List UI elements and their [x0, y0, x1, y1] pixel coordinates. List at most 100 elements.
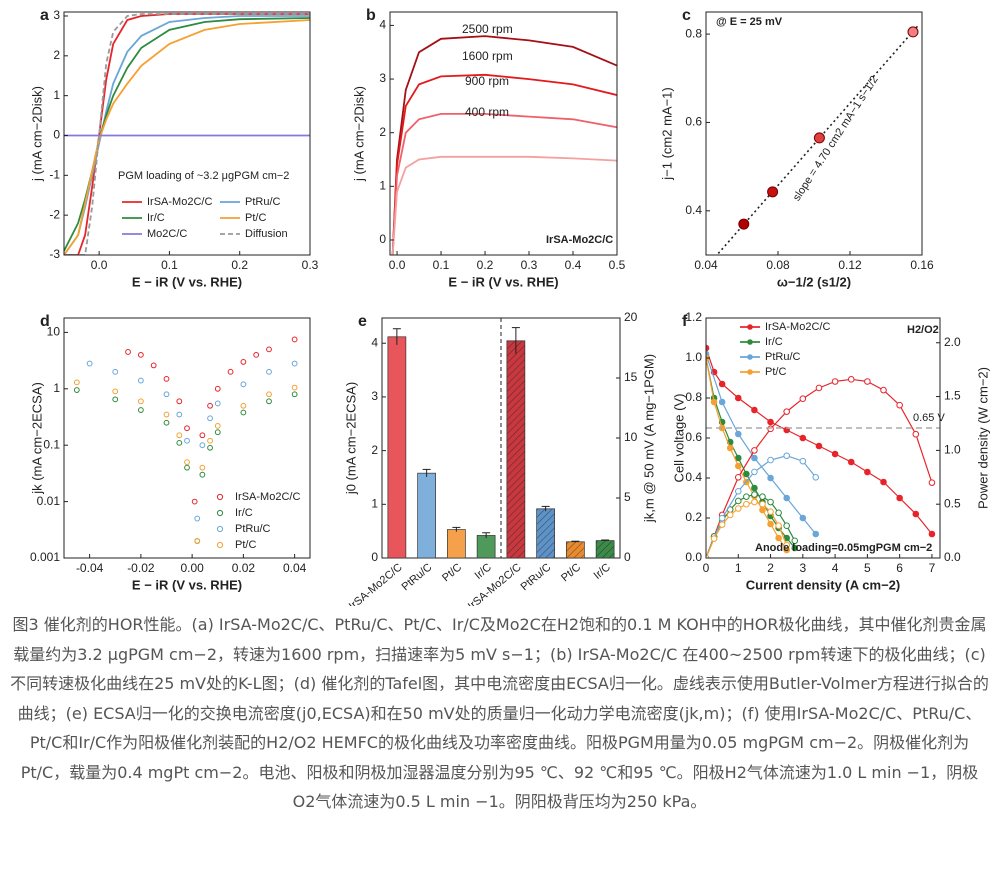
data-point — [163, 375, 170, 382]
y-tick-label: -1 — [49, 167, 60, 181]
bar — [387, 336, 407, 559]
data-point — [718, 514, 726, 522]
legend-label: PtRu/C — [765, 351, 801, 363]
data-line — [64, 19, 310, 255]
panel-label: c — [682, 7, 691, 24]
y-tick-label: 3 — [379, 71, 386, 85]
data-point — [184, 459, 190, 466]
y-tick-label: 0.001 — [30, 550, 60, 564]
annotation: Anode loading=0.05mgPGM cm−2 — [755, 542, 932, 554]
data-point — [783, 452, 790, 460]
bar-hatch — [566, 541, 585, 558]
y-tick-label: 0.8 — [685, 26, 702, 40]
y-tick-label: 0 — [379, 232, 386, 246]
data-point — [775, 522, 782, 530]
panel-label: e — [358, 313, 367, 330]
x-tick-label: -0.02 — [127, 561, 155, 575]
data-point — [214, 385, 221, 392]
y-axis-label: j (mA cm−2Disk) — [29, 86, 44, 182]
data-point — [318, 386, 323, 391]
annotation: 0.65 V — [913, 412, 945, 424]
data-point — [896, 494, 903, 502]
data-point — [791, 544, 799, 552]
data-point — [191, 498, 198, 505]
x-tick-label: 0.16 — [910, 258, 934, 272]
y-tick-label: 2 — [371, 443, 378, 457]
data-point — [751, 484, 758, 492]
data-point — [831, 450, 839, 458]
legend-label: Mo2C/C — [147, 228, 187, 240]
legend-label: Ir/C — [235, 507, 253, 519]
data-point — [734, 462, 742, 470]
data-line — [64, 13, 310, 255]
data-point — [783, 541, 790, 549]
data-point — [759, 493, 766, 500]
x-tick-label: Pt/C — [440, 561, 464, 584]
data-point — [176, 432, 183, 439]
y-axis-label: jk (mA cm−2ECSA) — [29, 382, 44, 495]
data-point — [751, 498, 758, 506]
data-point — [291, 384, 298, 391]
data-point — [718, 521, 726, 528]
data-point — [318, 380, 323, 385]
bar-hatch — [536, 508, 555, 558]
data-point — [864, 378, 871, 385]
y-tick-label: 1 — [53, 88, 60, 102]
legend-marker — [747, 339, 753, 345]
x-tick-label: 0.1 — [161, 258, 178, 272]
legend-label: PtRu/C — [245, 196, 281, 208]
x-tick-label: PtRu/C — [400, 561, 435, 593]
x-tick-label: Ir/C — [473, 561, 494, 582]
data-point — [112, 396, 119, 403]
x-tick-label: 2 — [767, 561, 774, 575]
data-point — [799, 395, 807, 403]
x-tick-label: 3 — [799, 561, 806, 575]
data-point — [813, 132, 825, 144]
data-point — [751, 406, 758, 414]
data-point — [912, 510, 920, 518]
data-point — [199, 471, 206, 478]
legend-label: Ir/C — [765, 336, 783, 348]
legend-marker — [216, 493, 224, 501]
x-axis-label: Current density (A cm−2) — [746, 577, 900, 592]
series-label: 2500 rpm — [462, 22, 513, 36]
y-tick-label: 1 — [379, 179, 386, 193]
legend-label: IrSA-Mo2C/C — [147, 196, 212, 208]
data-point — [767, 186, 779, 198]
data-point — [207, 402, 213, 409]
data-point — [137, 351, 144, 358]
plot-area — [391, 35, 617, 255]
y2-tick-label: 20 — [624, 310, 638, 324]
plot-frame — [705, 11, 923, 256]
y-tick-label: 0.01 — [37, 494, 61, 508]
x-tick-label: 0.12 — [838, 258, 862, 272]
y-axis-label: j (mA cm−2Disk) — [351, 86, 366, 182]
x-tick-label: 0.08 — [766, 258, 790, 272]
plot-area — [706, 344, 940, 558]
data-point — [734, 473, 742, 481]
y-tick-label: 3 — [53, 8, 60, 22]
y-tick-label: 0.6 — [685, 430, 702, 444]
data-point — [137, 377, 144, 384]
plot-area — [715, 24, 920, 255]
y-tick-label: 0.4 — [685, 203, 702, 217]
plot-frame — [63, 317, 311, 559]
y2-axis-label: Power density (W cm−2) — [975, 367, 990, 509]
x-tick-label: Pt/C — [559, 561, 583, 584]
legend-marker — [747, 354, 753, 360]
x-tick-label: 6 — [896, 561, 903, 575]
plot-area — [73, 328, 323, 544]
annotation: H2/O2 — [907, 324, 939, 336]
data-point — [907, 26, 919, 38]
data-point — [318, 328, 323, 333]
data-point — [163, 411, 170, 418]
y-tick-label: 10 — [47, 325, 61, 339]
x-tick-label: 0.3 — [302, 258, 319, 272]
y-tick-label: 3 — [371, 389, 378, 403]
y-tick-label: 1 — [371, 496, 378, 510]
x-tick-label: PtRu/C — [519, 561, 554, 593]
y-tick-label: 1 — [53, 381, 60, 395]
x-tick-label: 0.5 — [609, 258, 626, 272]
x-tick-label: 1 — [735, 561, 742, 575]
data-line — [391, 35, 617, 255]
